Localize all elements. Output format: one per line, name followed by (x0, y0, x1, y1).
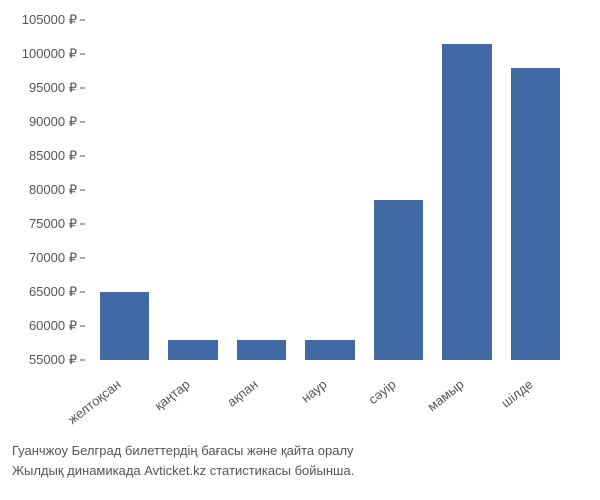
x-tick-label: наур (298, 377, 329, 406)
y-tick-label: 105000 ₽ (0, 12, 77, 28)
chart-caption: Гуанчжоу Белград билеттердің бағасы және… (12, 441, 588, 480)
x-tick-label: ақпан (225, 377, 261, 410)
y-tick-label: 90000 ₽ (0, 114, 77, 130)
x-tick-label: шілде (498, 377, 535, 411)
y-axis: 55000 ₽60000 ₽65000 ₽70000 ₽75000 ₽80000… (0, 20, 85, 360)
y-tick-label: 100000 ₽ (0, 46, 77, 62)
x-tick-label: қаңтар (151, 377, 192, 414)
plot-area (90, 20, 570, 360)
bar (305, 340, 354, 360)
y-tick-label: 95000 ₽ (0, 80, 77, 96)
x-tick-label: мамыр (425, 377, 467, 414)
bar-chart (90, 20, 570, 360)
y-tick-label: 65000 ₽ (0, 284, 77, 300)
y-tick-label: 85000 ₽ (0, 148, 77, 164)
bar (511, 68, 560, 360)
y-tick-label: 60000 ₽ (0, 318, 77, 334)
y-tick-label: 80000 ₽ (0, 182, 77, 198)
caption-line-1: Гуанчжоу Белград билеттердің бағасы және… (12, 441, 588, 461)
x-tick-label: сәуір (365, 377, 398, 408)
caption-line-2: Жылдық динамикада Avticket.kz статистика… (12, 461, 588, 481)
bar (237, 340, 286, 360)
y-tick-label: 70000 ₽ (0, 250, 77, 266)
bar (168, 340, 217, 360)
x-axis-labels: желтоқсанқаңтарақпаннаурсәуірмамыршілде (90, 365, 570, 435)
x-tick-label: желтоқсан (65, 377, 124, 427)
bar (100, 292, 149, 360)
y-tick-label: 75000 ₽ (0, 216, 77, 232)
bar (374, 200, 423, 360)
y-tick-label: 55000 ₽ (0, 352, 77, 368)
bar (442, 44, 491, 360)
